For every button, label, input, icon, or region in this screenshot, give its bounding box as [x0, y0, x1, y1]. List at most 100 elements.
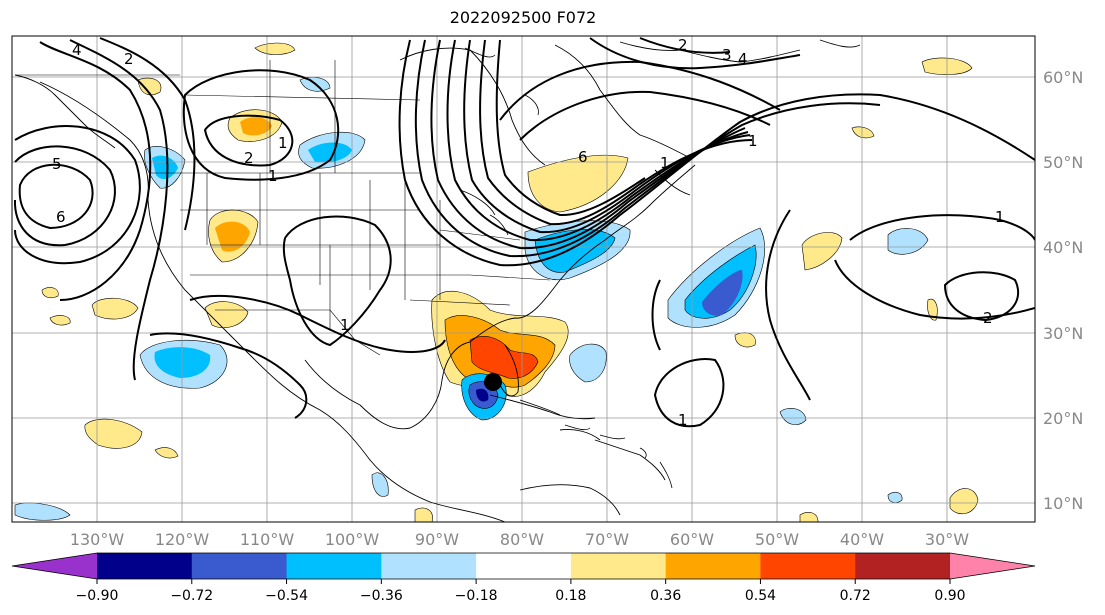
contour-label: 4 — [738, 50, 748, 68]
shade-negative-region — [371, 472, 389, 497]
coastline — [554, 44, 691, 159]
shade-negative-region — [684, 244, 757, 319]
contour-line — [203, 114, 294, 167]
shade-positive-region — [927, 298, 938, 321]
shade-positive-region — [851, 126, 875, 139]
contour-line — [765, 209, 811, 401]
x-tick-label: 50°W — [755, 530, 799, 549]
contour-label: 2 — [244, 149, 254, 167]
contour-line — [463, 39, 751, 234]
colorbar-extend-high — [950, 553, 1035, 579]
contours — [13, 37, 1035, 428]
coastline — [469, 164, 696, 343]
contour-labels: 4 2 2 3 4 2 5 6 1 6 1 1 1 1 2 1 1 — [52, 36, 1005, 429]
political-borders — [15, 60, 551, 356]
colorbar-tick-label: 0.18 — [555, 588, 586, 604]
shade-positive-region — [527, 154, 629, 213]
x-tick-label: 80°W — [500, 530, 544, 549]
x-tick-label: 90°W — [415, 530, 459, 549]
contour-line — [282, 215, 392, 347]
shade-positive-region — [799, 512, 819, 522]
contour-line — [653, 358, 725, 428]
contour-label: 6 — [578, 148, 588, 166]
coastline — [489, 394, 596, 420]
map-frame — [11, 35, 1036, 523]
contour-label: 1 — [660, 154, 670, 172]
shade-positive-region — [949, 488, 979, 515]
contour-line — [18, 163, 94, 230]
colorbar-swatch — [286, 553, 382, 579]
x-tick-label: 110°W — [240, 530, 295, 549]
coastline — [304, 341, 471, 430]
x-tick-label: 60°W — [670, 530, 714, 549]
x-axis-labels: 130°W 120°W 110°W 100°W 90°W 80°W 70°W 6… — [70, 530, 969, 549]
shade-negative-region — [779, 407, 807, 425]
colorbar-tick-label: 0.72 — [840, 588, 871, 604]
y-tick-label: 10°N — [1043, 494, 1083, 513]
contour-label: 4 — [72, 41, 82, 59]
gridlines — [12, 36, 1035, 522]
colorbar-tick-label: 0.36 — [650, 588, 681, 604]
contour-line — [849, 214, 1035, 241]
colorbar-swatch — [665, 553, 761, 579]
colorbar-tick-label: −0.54 — [265, 588, 308, 604]
contour-line — [182, 69, 340, 181]
contour-line — [495, 39, 646, 217]
colorbar-swatch — [381, 553, 477, 579]
contour-line — [651, 279, 661, 351]
contour-label: 1 — [678, 411, 688, 429]
contour-line — [430, 39, 746, 250]
colorbar-tick-label: −0.72 — [170, 588, 213, 604]
coastline — [559, 429, 601, 441]
contour-line — [446, 39, 749, 242]
shade-negative-region — [887, 228, 929, 255]
contour-label: 1 — [340, 316, 350, 334]
shade-positive-region — [154, 447, 179, 459]
colorbar-swatch — [855, 553, 951, 579]
colorbar-swatch — [570, 553, 667, 579]
storm-center-marker — [484, 373, 502, 391]
contour-line — [13, 145, 116, 247]
x-tick-label: 100°W — [325, 530, 380, 549]
coastline — [39, 81, 506, 522]
shade-positive-region — [414, 507, 433, 522]
x-tick-label: 70°W — [585, 530, 629, 549]
coastline — [14, 74, 116, 149]
y-tick-label: 20°N — [1043, 409, 1083, 428]
contour-label: 1 — [995, 208, 1005, 226]
colorbar-tick-label: 0.54 — [745, 588, 776, 604]
x-tick-label: 120°W — [155, 530, 210, 549]
shade-negative-region — [308, 142, 352, 163]
contour-line — [519, 90, 771, 141]
colorbar-extend-low — [12, 553, 97, 579]
contour-line — [639, 37, 731, 54]
contour-line — [943, 271, 1020, 322]
contour-label: 1 — [748, 132, 758, 150]
contour-label: 5 — [52, 155, 62, 173]
contour-line — [14, 125, 141, 265]
contour-label: 2 — [983, 309, 993, 327]
map-title: 2022092500 F072 — [449, 8, 597, 27]
contour-line — [189, 294, 446, 353]
contour-label: 3 — [722, 46, 732, 64]
shade-positive-region — [240, 117, 272, 136]
y-tick-label: 50°N — [1043, 153, 1083, 172]
contour-label: 2 — [678, 36, 688, 54]
contour-line — [39, 41, 152, 301]
shade-positive-region — [84, 418, 143, 449]
contour-label: 1 — [278, 134, 288, 152]
colorbar-swatch — [191, 553, 288, 579]
colorbar-tick-label: −0.18 — [455, 588, 498, 604]
contour-label: 1 — [268, 167, 278, 185]
coastline — [519, 484, 621, 516]
shade-negative-region — [887, 491, 903, 504]
shade-positive-region — [215, 221, 250, 252]
coastline — [619, 41, 801, 63]
colorbar-tick-label: 0.90 — [934, 588, 965, 604]
y-tick-label: 30°N — [1043, 324, 1083, 343]
y-tick-label: 60°N — [1043, 68, 1083, 87]
colorbar-swatch — [760, 553, 856, 579]
x-tick-label: 130°W — [70, 530, 125, 549]
shaded-field — [14, 42, 979, 522]
